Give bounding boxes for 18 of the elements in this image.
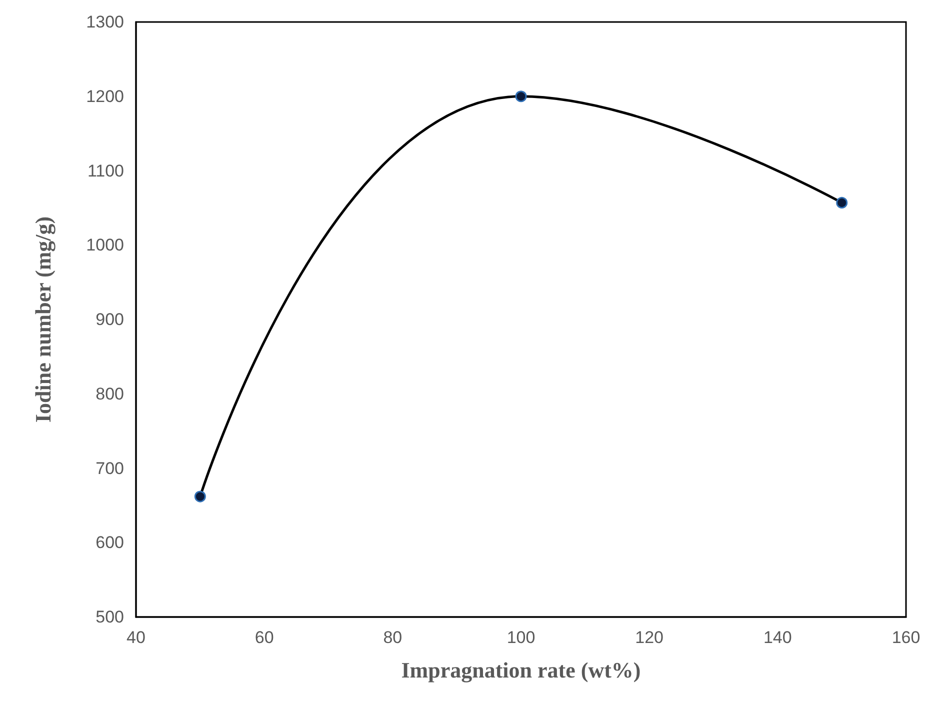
x-tick-label: 60 (254, 628, 274, 647)
x-axis-title: Impragnation rate (wt%) (401, 658, 641, 682)
x-tick-label: 140 (763, 628, 792, 647)
y-tick-label: 500 (96, 608, 124, 626)
y-tick-label: 800 (96, 384, 124, 404)
y-tick-label: 1100 (87, 161, 124, 180)
y-tick-label: 900 (96, 310, 124, 329)
x-tick-label: 160 (892, 628, 920, 647)
x-tick-label: 100 (506, 628, 536, 647)
x-tick-label: 40 (126, 628, 146, 647)
y-tick-label: 1300 (86, 12, 124, 32)
y-tick-label: 600 (96, 533, 124, 552)
x-tick-label: 120 (635, 628, 664, 647)
y-axis-title: Iodine number (mg/g) (30, 216, 56, 423)
y-tick-label: 1000 (86, 236, 124, 255)
y-tick-label: 700 (96, 458, 124, 478)
y-tick-label: 1200 (86, 86, 124, 106)
x-tick-label: 80 (383, 628, 402, 647)
